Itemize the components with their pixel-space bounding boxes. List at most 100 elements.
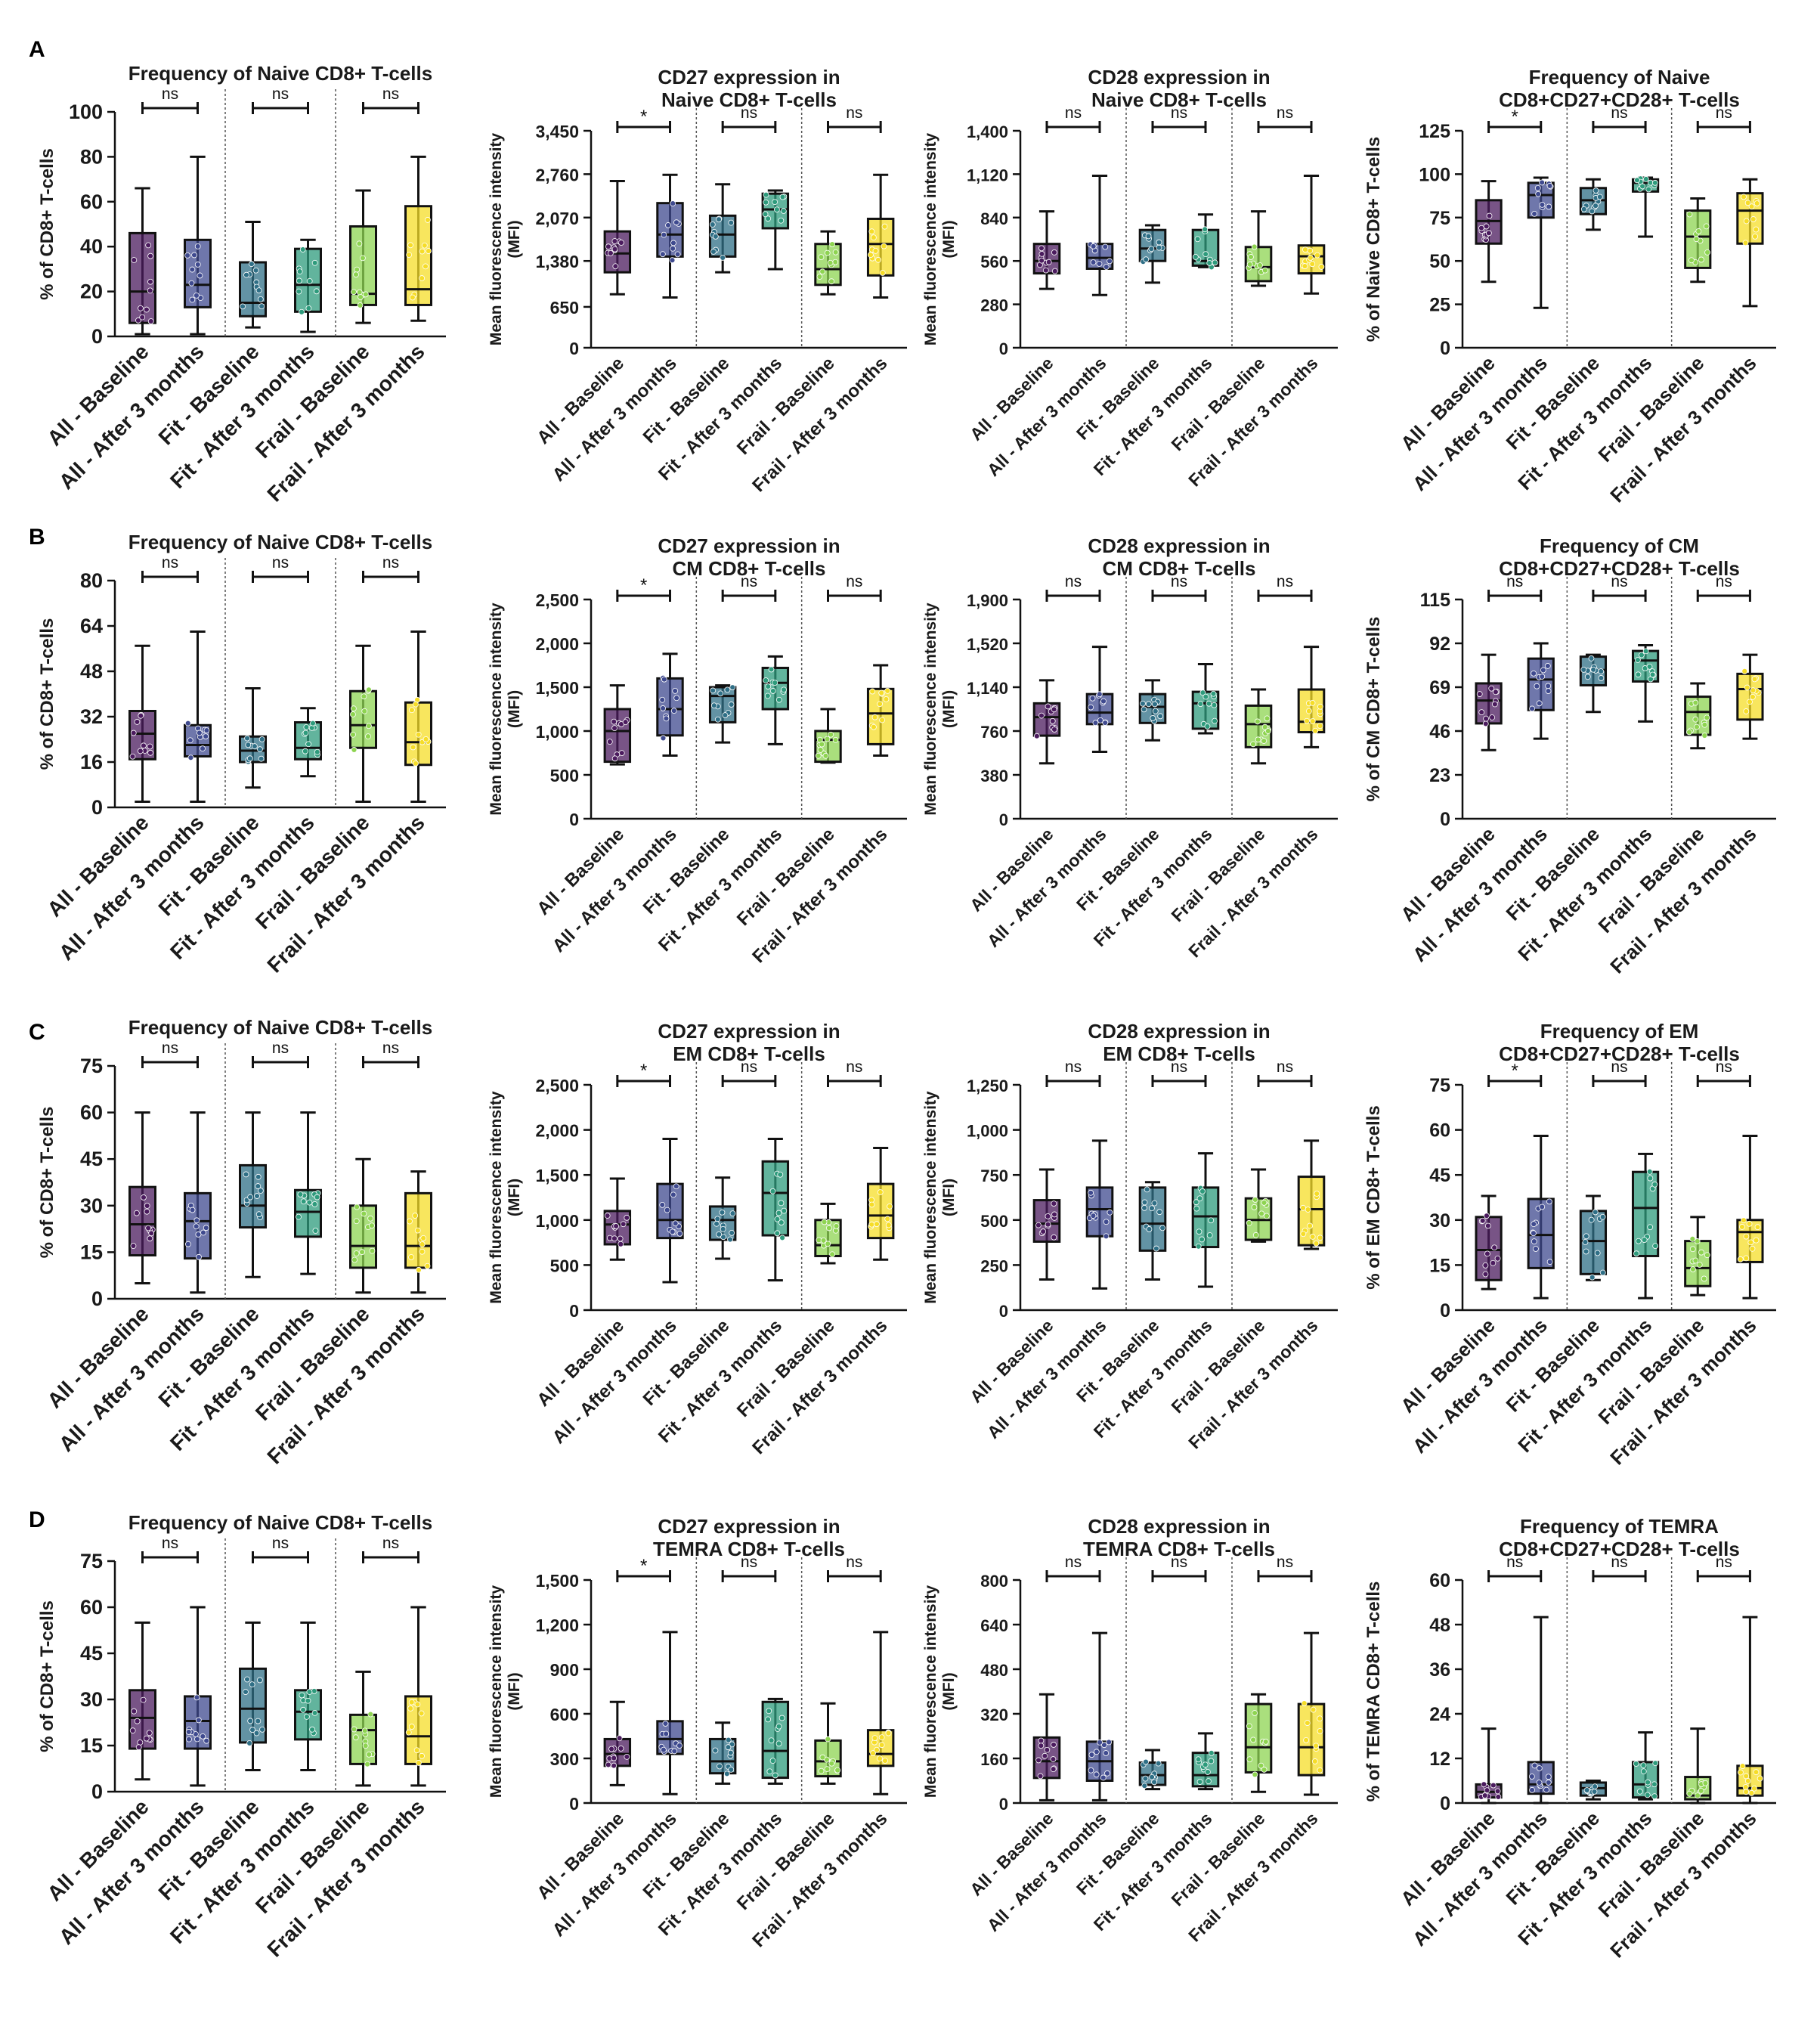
data-point [1639,183,1646,190]
y-tick-label: 1,520 [967,635,1008,654]
data-point [1599,1269,1606,1276]
data-point [883,696,890,702]
data-point [309,1726,316,1733]
data-point [1251,1204,1258,1210]
x-tick-label: Frail - Baseline [1167,353,1268,454]
data-point [1739,1763,1746,1769]
y-axis-label: Mean fluorescence intensity [922,603,939,816]
box-fit-baseline [1579,178,1608,231]
data-point [1261,738,1268,744]
data-point [361,693,367,700]
data-point [1314,1191,1320,1197]
data-point [833,1223,840,1229]
data-point [243,1171,249,1178]
significance-label: ns [741,1058,757,1076]
y-tick-label: 80 [80,145,103,168]
data-point [1703,223,1710,230]
data-point [311,1200,318,1207]
data-point [299,308,305,315]
data-point [1042,1752,1048,1759]
x-tick-label: Frail - Baseline [1167,1808,1268,1910]
y-tick-label: 0 [91,1780,103,1803]
data-point [775,1740,782,1747]
data-point [774,1216,781,1222]
data-point [775,1723,782,1730]
data-point [187,737,193,744]
data-point [1143,256,1150,263]
data-point [193,1217,200,1224]
data-point [611,755,618,762]
data-point [1088,1752,1095,1758]
data-point [1482,1262,1489,1269]
significance-label: ns [1065,104,1082,122]
y-tick-label: 840 [980,209,1008,228]
box-frail-after-3-months [404,1170,432,1294]
data-point [660,705,667,711]
data-point [138,305,144,311]
data-point [296,277,302,284]
data-point [884,1216,891,1222]
chart-title: Frequency of EM [1540,1020,1698,1042]
y-tick-label: 16 [80,751,103,773]
data-point [1208,1749,1215,1756]
data-point [1743,708,1750,714]
data-point [408,1699,415,1705]
y-tick-label: 48 [1429,1615,1450,1636]
significance-label: ns [162,1039,178,1057]
data-point [135,317,141,324]
y-tick-label: 250 [980,1256,1008,1275]
data-point [245,742,252,748]
box-fit-baseline [239,687,267,789]
data-point [618,1745,624,1752]
box-iqr [761,1700,790,1780]
data-point [1540,667,1546,674]
data-point [817,747,824,753]
data-point [361,1210,367,1217]
data-point [774,1230,781,1237]
data-point [1702,1780,1709,1786]
y-tick-label: 115 [1420,590,1450,611]
y-tick-label: 0 [999,810,1008,829]
data-point [139,314,146,321]
data-point [1751,1785,1757,1792]
data-point [410,744,416,751]
y-tick-label: 760 [980,723,1008,742]
data-point [1196,1195,1203,1202]
data-point [189,296,196,303]
data-point [1318,264,1325,270]
data-point [720,1225,726,1232]
data-point [881,223,888,230]
panel-label-B: B [29,525,45,550]
box-all-after-3-months [1527,1616,1555,1805]
data-point [1695,1792,1701,1799]
data-point [1204,723,1211,730]
data-point [1544,663,1551,669]
data-point [1301,1700,1308,1706]
data-point [778,1200,785,1207]
box-all-after-3-months [1085,1139,1114,1290]
data-point [314,1194,320,1200]
box-all-after-3-months [656,173,684,299]
data-point [766,1768,773,1775]
data-point [143,306,150,313]
data-point [712,1747,719,1754]
box-frail-baseline [814,708,842,764]
box-all-after-3-months [656,652,684,757]
data-point [829,1251,836,1258]
box-fit-after-3-months [294,238,322,333]
x-tick-label: Frail - Baseline [733,824,839,930]
data-point [1484,1250,1490,1257]
data-point [1529,1786,1535,1793]
data-point [1749,1245,1756,1252]
data-point [725,1736,732,1743]
data-point [1485,230,1492,237]
data-point [255,1211,262,1218]
significance-label: * [640,1556,647,1576]
box-fit-after-3-months [1631,644,1660,723]
data-point [408,1254,414,1260]
data-point [878,1742,885,1749]
data-point [308,724,315,731]
data-point [608,249,614,256]
data-point [1639,652,1645,658]
